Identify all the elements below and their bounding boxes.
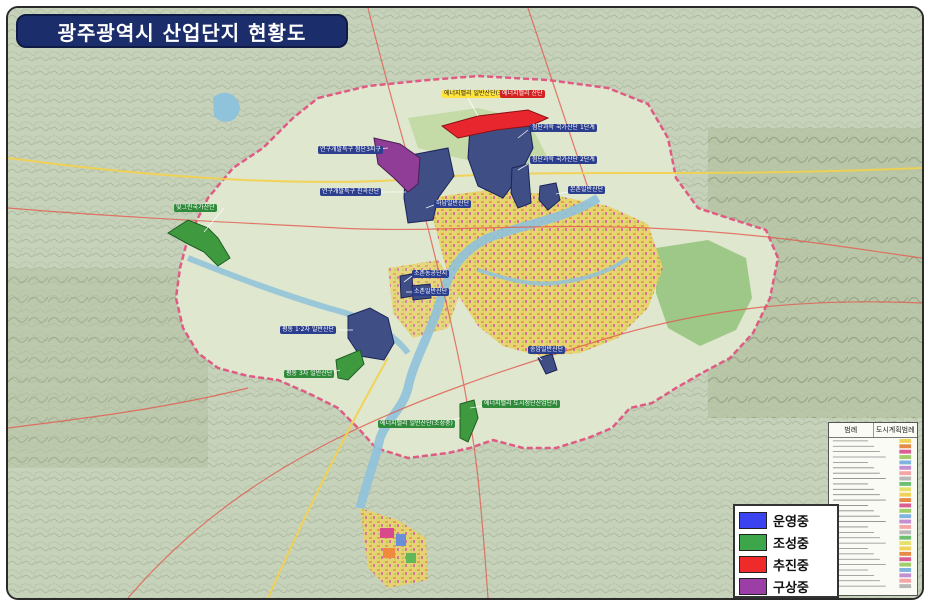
inset-row-chip (899, 498, 912, 503)
inset-row-chip (899, 568, 912, 572)
site-label-energy-valley: 에너지밸리 산단 (500, 90, 545, 98)
page-title: 광주광역시 산업단지 현황도 (57, 20, 307, 45)
legend-row-operating: 운영중 (739, 509, 833, 531)
inset-legend-header: 범례 도시계획범례 (829, 423, 917, 438)
inset-row-chip (899, 514, 912, 519)
inset-row-chip (899, 465, 912, 470)
complex-cheomdan-2 (510, 163, 532, 209)
road-network (8, 8, 922, 598)
site-label-energy-general-construction: 에너지밸리 일반산단(조성중) (378, 420, 455, 428)
inset-row-chip (899, 438, 912, 443)
map-canvas (8, 8, 922, 598)
river-yeongsan (355, 194, 601, 510)
site-label-cheomdan-2: 첨단과학 국가산단 2단계 (530, 156, 597, 164)
inset-col-2: 도시계획범례 (875, 426, 915, 434)
inset-row-chip (899, 584, 912, 589)
reservoir (213, 92, 240, 122)
site-label-rd-jingok: 연구개발특구 진곡산단 (320, 188, 382, 196)
legend-swatch-planned (739, 555, 767, 573)
site-label-rd-zone-3: 연구개발특구 첨단3지구 (318, 146, 383, 154)
legend-row-proposed: 구상중 (739, 575, 833, 597)
complex-pyeongdong (347, 307, 395, 361)
inset-legend-table: 범례 도시계획범례 (828, 422, 918, 596)
site-label-sochon-nonggong: 소촌농공단지 (412, 270, 450, 278)
complex-proposed (373, 137, 421, 193)
inset-row-chip (899, 546, 912, 551)
inset-col-1: 범례 (829, 423, 874, 437)
site-label-energy-valley-general: 에너지밸리 일반산단(조성중) (442, 90, 519, 98)
site-label-bitgreen: 빛그린국가산단 (174, 204, 217, 212)
inset-row-chip (899, 481, 912, 486)
south-block-4 (406, 553, 416, 563)
inset-row-chip (899, 487, 912, 492)
legend-swatch-construction (739, 533, 767, 551)
complex-songam (537, 353, 558, 375)
site-label-energy-urban: 에너지밸리 도시첨단산업단지 (482, 400, 560, 408)
complex-bitgreen (167, 219, 231, 267)
inset-row-chip (899, 541, 912, 546)
inset-row-chip (899, 519, 912, 524)
inset-row-chip (899, 476, 912, 481)
inset-row-chip (899, 524, 912, 529)
inset-row-chip (899, 578, 912, 583)
inset-row-chip (899, 573, 912, 578)
south-block-2 (396, 534, 406, 546)
legend-label-proposed: 구상중 (773, 580, 809, 596)
complex-pyeongdong-3 (335, 349, 365, 381)
title-banner: 광주광역시 산업단지 현황도 (16, 14, 348, 48)
south-block-3 (383, 548, 395, 558)
legend-label-construction: 조성중 (773, 536, 809, 552)
complex-energy-valley (440, 109, 550, 139)
legend-row-construction: 조성중 (739, 531, 833, 553)
map-frame: 빛그린국가산단 에너지밸리 일반산단(조성중) 에너지밸리 산단 첨단과학 국가… (6, 6, 924, 600)
inset-row-chip (899, 455, 912, 459)
legend-label-operating: 운영중 (773, 514, 809, 530)
complex-energy-urban (459, 399, 479, 443)
inset-legend-rows (832, 438, 912, 589)
site-label-bonchon: 본촌일반산단 (568, 186, 606, 194)
urban-core (428, 190, 663, 356)
status-legend: 운영중 조성중 추진중 구상중 (733, 504, 839, 598)
inset-row-chip (899, 492, 912, 497)
legend-row-planned: 추진중 (739, 553, 833, 575)
inset-row-chip (899, 562, 912, 567)
inset-row-chip (899, 535, 912, 540)
site-label-songam: 송암일반산단 (528, 346, 566, 354)
inset-row-chip (899, 503, 912, 508)
site-label-hanam: 하남일반산단 (434, 200, 472, 208)
inset-row-chip (899, 444, 912, 449)
site-label-sochon: 소촌일반산단 (412, 288, 450, 296)
complex-bonchon (538, 182, 561, 211)
inset-row-chip (899, 449, 912, 454)
inset-row-chip (899, 471, 912, 476)
site-label-pyeongdong-3: 평동 3차 일반산단 (284, 370, 335, 378)
inset-row-chip (899, 508, 912, 513)
south-block-1 (380, 528, 394, 538)
legend-swatch-operating (739, 511, 767, 529)
inset-row-chip (899, 557, 912, 562)
inset-row-chip (899, 460, 912, 465)
site-label-cheomdan-1: 첨단과학 국가산단 1단계 (530, 124, 597, 132)
inset-row-chip (899, 551, 912, 556)
legend-swatch-proposed (739, 577, 767, 595)
legend-label-planned: 추진중 (773, 558, 809, 574)
river-gwangju (477, 256, 630, 286)
hills-west (8, 268, 208, 468)
inset-row-chip (899, 530, 912, 535)
site-label-pyeongdong-12: 평동 1·2차 일반산단 (280, 326, 336, 334)
